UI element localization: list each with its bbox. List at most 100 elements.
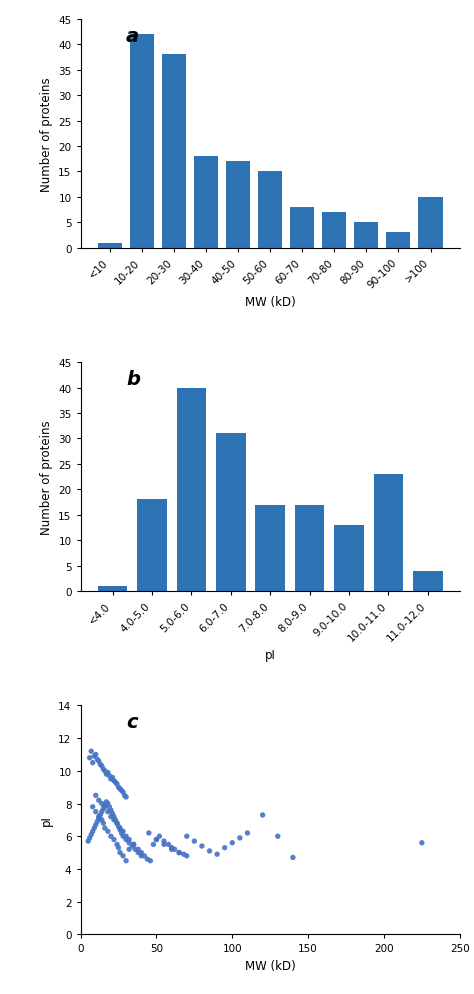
Point <box>98 796 106 812</box>
X-axis label: pI: pI <box>265 648 275 661</box>
Point <box>110 812 118 828</box>
Point <box>92 817 100 833</box>
Point <box>168 840 175 856</box>
Point <box>104 796 112 812</box>
Bar <box>290 208 314 248</box>
X-axis label: MW (kD): MW (kD) <box>245 296 296 309</box>
Point <box>183 848 191 864</box>
Point <box>101 799 109 815</box>
Point <box>274 828 282 844</box>
Point <box>97 756 104 772</box>
Point <box>98 758 106 774</box>
Point <box>130 837 137 853</box>
Bar <box>386 234 410 248</box>
Point <box>107 771 115 787</box>
Text: c: c <box>126 713 137 732</box>
Point <box>110 773 118 789</box>
Point <box>100 815 107 831</box>
Point <box>113 815 121 831</box>
Point <box>91 820 98 836</box>
Bar <box>295 505 324 591</box>
Point <box>131 842 139 858</box>
Point <box>116 781 124 797</box>
Bar <box>355 223 378 248</box>
Point <box>137 848 145 864</box>
Point <box>153 832 160 848</box>
Point <box>160 837 168 853</box>
Y-axis label: Number of proteins: Number of proteins <box>40 419 53 535</box>
Point <box>236 830 244 846</box>
Point <box>109 805 116 821</box>
Point <box>175 845 183 861</box>
Point <box>89 799 97 815</box>
Point <box>116 820 124 836</box>
Point <box>119 848 127 864</box>
Bar <box>177 389 206 591</box>
Point <box>98 804 106 820</box>
Point <box>116 845 124 861</box>
Point <box>116 822 124 838</box>
Bar <box>374 474 403 591</box>
Bar <box>258 172 282 248</box>
Point <box>106 799 113 815</box>
Point <box>95 792 102 808</box>
Y-axis label: pI: pI <box>40 815 53 825</box>
Point <box>119 784 127 800</box>
Point <box>144 851 151 867</box>
Point <box>112 774 119 790</box>
Point <box>228 835 236 851</box>
Point <box>122 789 130 805</box>
Point <box>130 837 137 853</box>
X-axis label: MW (kD): MW (kD) <box>245 959 296 972</box>
Point <box>100 761 107 777</box>
Point <box>213 846 221 862</box>
Point <box>125 832 133 848</box>
Text: a: a <box>126 27 139 46</box>
Point <box>118 782 125 798</box>
Point <box>86 750 93 766</box>
Point <box>104 823 112 839</box>
Bar <box>130 35 154 248</box>
Point <box>101 797 109 813</box>
Point <box>155 828 163 844</box>
Point <box>198 838 206 854</box>
Bar <box>194 157 218 248</box>
Point <box>107 809 115 825</box>
Bar <box>137 500 167 591</box>
Point <box>102 794 110 810</box>
Point <box>171 842 178 858</box>
Point <box>259 807 266 823</box>
Point <box>109 769 116 785</box>
Point <box>92 787 100 803</box>
Point <box>87 827 95 843</box>
Point <box>107 828 115 844</box>
Bar <box>322 213 346 248</box>
Point <box>191 833 198 849</box>
Point <box>112 812 119 828</box>
Point <box>289 850 297 866</box>
Point <box>180 846 188 862</box>
Bar <box>98 586 128 591</box>
Bar <box>98 244 122 248</box>
Point <box>150 837 157 853</box>
Point <box>101 820 109 836</box>
Bar <box>216 434 246 591</box>
Point <box>102 766 110 782</box>
Point <box>183 828 191 844</box>
Point <box>418 835 426 851</box>
Point <box>93 814 101 830</box>
Point <box>135 845 142 861</box>
Point <box>146 853 154 869</box>
Bar <box>255 505 285 591</box>
Point <box>91 748 98 764</box>
Point <box>86 830 93 846</box>
Point <box>206 843 213 859</box>
Text: b: b <box>126 370 140 389</box>
Point <box>119 823 127 839</box>
Point <box>87 744 95 759</box>
Point <box>122 853 130 869</box>
Point <box>89 755 97 771</box>
Point <box>137 845 145 861</box>
Point <box>115 819 122 835</box>
Point <box>100 800 107 816</box>
